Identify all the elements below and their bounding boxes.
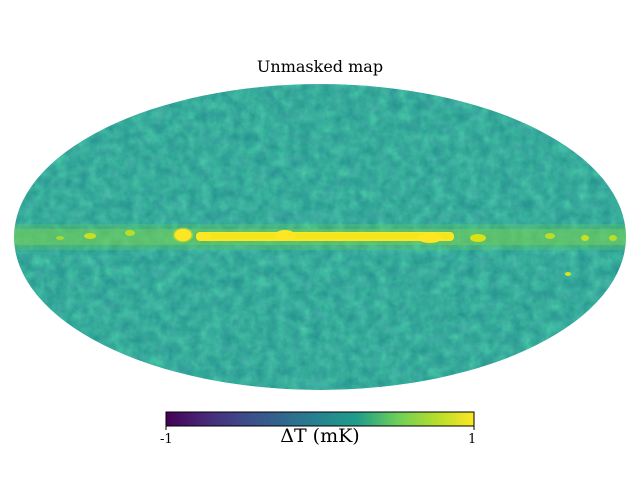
colorbar-max-label: 1 [468,432,477,447]
colorbar [165,411,475,427]
map-disk [14,84,626,390]
map-title: Unmasked map [256,57,384,76]
colorbar-min-label: -1 [160,432,173,447]
galactic-plane-emission [56,227,617,276]
colorbar-label: ΔT (mK) [280,425,360,447]
